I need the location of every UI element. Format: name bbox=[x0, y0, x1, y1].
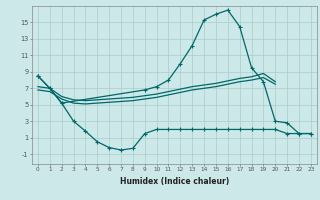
X-axis label: Humidex (Indice chaleur): Humidex (Indice chaleur) bbox=[120, 177, 229, 186]
